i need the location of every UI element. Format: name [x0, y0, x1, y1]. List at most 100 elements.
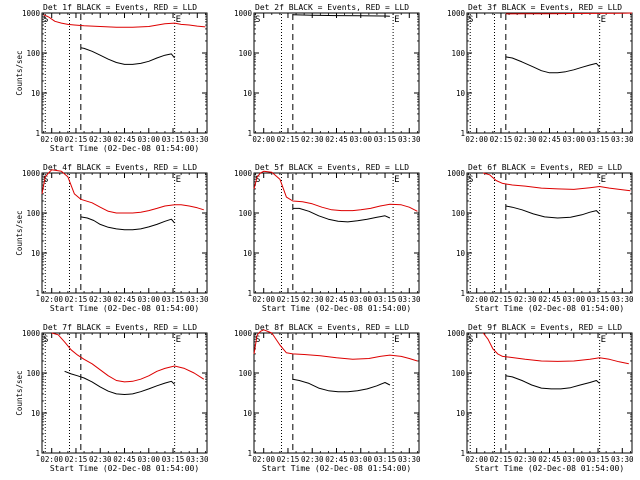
x-tick-label: 03:15: [587, 455, 610, 464]
x-tick-label: 03:30: [611, 135, 634, 144]
lld-series-line: [505, 12, 633, 15]
y-tick-label: 1000: [234, 169, 253, 178]
x-axis-label: Start Time (02-Dec-08 01:54:00): [475, 304, 624, 313]
events-series-line: [505, 56, 600, 74]
start-marker-label: S: [255, 15, 260, 25]
y-tick-label: 1000: [234, 329, 253, 338]
x-tick-label: 03:30: [611, 295, 634, 304]
x-tick-label: 03:00: [349, 295, 372, 304]
x-tick-label: 02:30: [514, 135, 537, 144]
lld-series-line: [43, 14, 206, 28]
y-axis-label: Counts/sec: [15, 370, 24, 415]
x-tick-label: 03:15: [374, 455, 397, 464]
events-series-line: [292, 207, 391, 223]
x-tick-label: 02:15: [277, 295, 300, 304]
x-tick-label: 03:00: [137, 295, 160, 304]
x-tick-label: 02:45: [325, 135, 348, 144]
end-marker-label: E: [601, 15, 606, 25]
x-tick-label: 02:00: [40, 295, 63, 304]
y-tick-label: 100: [451, 49, 465, 58]
x-tick-label: 02:30: [514, 295, 537, 304]
x-tick-label: 03:00: [562, 295, 585, 304]
x-tick-label: 03:30: [611, 455, 634, 464]
x-axis-label: Start Time (02-Dec-08 01:54:00): [475, 464, 624, 473]
x-tick-label: 02:15: [490, 135, 513, 144]
end-marker-label: E: [394, 335, 399, 345]
y-tick-label: 10: [456, 249, 466, 258]
x-tick-label: 03:30: [186, 135, 209, 144]
x-tick-label: 02:00: [40, 455, 63, 464]
x-axis-label: Start Time (02-Dec-08 01:54:00): [50, 304, 199, 313]
det-panel-2: Det 2f BLACK = Events, RED = LLD 1 10 100 10…: [234, 3, 421, 144]
plot-frame: [253, 332, 420, 454]
x-tick-label: 03:00: [349, 135, 372, 144]
x-tick-label: 02:15: [277, 135, 300, 144]
x-tick-label: 02:30: [89, 455, 112, 464]
panel-title: Det 7f BLACK = Events, RED = LLD: [43, 323, 197, 332]
x-axis-label: Start Time (02-Dec-08 01:54:00): [50, 144, 199, 153]
x-tick-label: 02:15: [65, 135, 88, 144]
x-tick-label: 03:00: [562, 455, 585, 464]
y-tick-label: 100: [451, 209, 465, 218]
x-tick-label: 02:45: [325, 295, 348, 304]
events-series-line: [80, 216, 175, 231]
y-tick-label: 100: [26, 369, 40, 378]
x-tick-label: 03:30: [186, 455, 209, 464]
x-tick-label: 02:30: [514, 455, 537, 464]
x-tick-label: 02:00: [465, 295, 488, 304]
y-tick-label: 1: [460, 129, 465, 138]
end-marker-label: E: [394, 15, 399, 25]
det-panel-6: Det 6f BLACK = Events, RED = LLD 1 10 100 10…: [447, 163, 634, 313]
y-tick-label: 10: [243, 409, 253, 418]
y-tick-label: 100: [238, 369, 252, 378]
x-tick-label: 02:30: [89, 135, 112, 144]
y-tick-label: 10: [456, 89, 466, 98]
y-tick-label: 100: [26, 209, 40, 218]
lld-series-line: [51, 332, 205, 383]
x-tick-label: 02:00: [252, 455, 275, 464]
y-tick-label: 10: [243, 249, 253, 258]
x-tick-label: 02:45: [538, 295, 561, 304]
x-tick-label: 02:00: [252, 295, 275, 304]
det-panel-9: Det 9f BLACK = Events, RED = LLD 1 10 100 10…: [447, 323, 634, 473]
y-axis-label: Counts/sec: [15, 50, 24, 95]
start-marker-label: S: [43, 15, 48, 25]
lld-series-line: [482, 332, 629, 365]
panel-title: Det 5f BLACK = Events, RED = LLD: [255, 163, 409, 172]
y-tick-label: 100: [451, 369, 465, 378]
x-tick-label: 02:00: [40, 135, 63, 144]
y-tick-label: 10: [456, 409, 466, 418]
x-axis-label: Start Time (02-Dec-08 01:54:00): [262, 464, 411, 473]
panel-title: Det 4f BLACK = Events, RED = LLD: [43, 163, 197, 172]
x-axis-label: Start Time (02-Dec-08 01:54:00): [50, 464, 199, 473]
x-tick-label: 02:30: [301, 295, 324, 304]
x-tick-label: 03:00: [137, 455, 160, 464]
plot-frame: [253, 12, 420, 134]
y-tick-label: 1: [247, 449, 252, 458]
plot-frame: [466, 332, 633, 454]
x-tick-label: 02:15: [490, 455, 513, 464]
y-tick-label: 10: [31, 89, 41, 98]
plot-frame: [253, 172, 420, 294]
x-tick-label: 02:15: [65, 455, 88, 464]
x-tick-label: 02:15: [490, 295, 513, 304]
x-tick-label: 02:00: [252, 135, 275, 144]
y-tick-label: 1: [35, 449, 40, 458]
x-tick-label: 02:15: [65, 295, 88, 304]
y-tick-label: 100: [238, 49, 252, 58]
x-tick-label: 03:00: [562, 135, 585, 144]
y-tick-label: 1: [247, 129, 252, 138]
y-tick-label: 1000: [22, 9, 41, 18]
panel-title: Det 1f BLACK = Events, RED = LLD: [43, 3, 197, 12]
lld-series-line: [253, 170, 418, 212]
x-tick-label: 03:30: [398, 135, 421, 144]
x-tick-label: 02:30: [301, 135, 324, 144]
y-tick-label: 100: [238, 209, 252, 218]
x-tick-label: 03:30: [398, 295, 421, 304]
x-tick-label: 03:15: [587, 295, 610, 304]
det-panel-1: Det 1f BLACK = Events, RED = LLD 1 10 100 10…: [15, 3, 209, 153]
panel-title: Det 9f BLACK = Events, RED = LLD: [468, 323, 622, 332]
y-tick-label: 1000: [447, 169, 466, 178]
events-series-line: [64, 370, 175, 395]
y-tick-label: 1000: [22, 329, 41, 338]
